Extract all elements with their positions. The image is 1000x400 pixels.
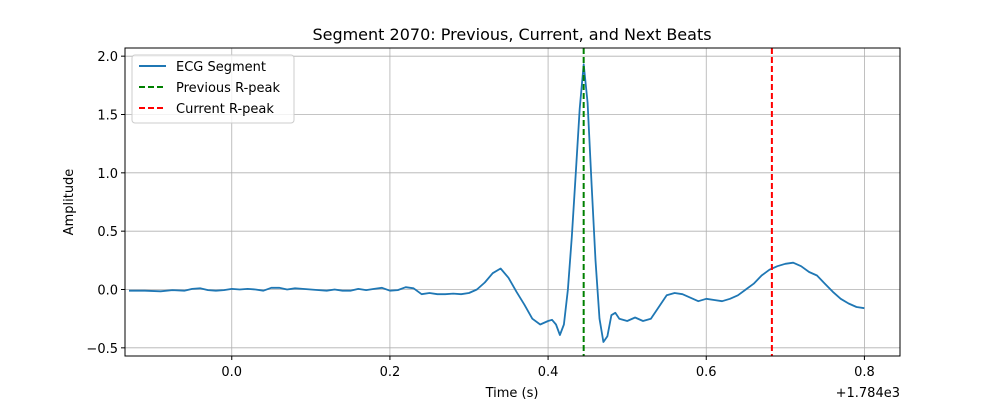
x-tick-label: 0.6	[696, 365, 717, 380]
y-tick-label: 2.0	[97, 50, 118, 65]
x-axis-label: Time (s)	[485, 386, 539, 400]
y-tick-label: 1.0	[97, 167, 118, 182]
legend-label-previous: Previous R-peak	[176, 81, 280, 96]
y-tick-label: −0.5	[86, 342, 118, 357]
x-ticks: 0.0 0.2 0.4 0.6 0.8	[221, 356, 875, 380]
x-tick-label: 0.2	[380, 365, 401, 380]
legend-box	[131, 54, 295, 124]
x-tick-label: 0.0	[221, 365, 242, 380]
x-offset-label: +1.784e3	[836, 386, 900, 400]
plot-frame	[124, 47, 901, 357]
y-tick-label: 0.5	[97, 225, 118, 240]
y-tick-label: 0.0	[97, 284, 118, 299]
legend: ECG Segment Previous R-peak Current R-pe…	[131, 54, 295, 124]
chart-title: Segment 2070: Previous, Current, and Nex…	[312, 25, 711, 44]
series-layer	[129, 48, 865, 356]
ecg-segment-line	[129, 63, 865, 343]
x-tick-label: 0.8	[854, 365, 875, 380]
y-ticks: −0.5 0.0 0.5 1.0 1.5 2.0	[86, 50, 125, 357]
y-axis-label: Amplitude	[62, 169, 77, 236]
y-tick-label: 1.5	[97, 109, 118, 124]
legend-label-current: Current R-peak	[176, 102, 274, 117]
legend-label-ecg: ECG Segment	[176, 60, 266, 75]
x-tick-label: 0.4	[538, 365, 559, 380]
